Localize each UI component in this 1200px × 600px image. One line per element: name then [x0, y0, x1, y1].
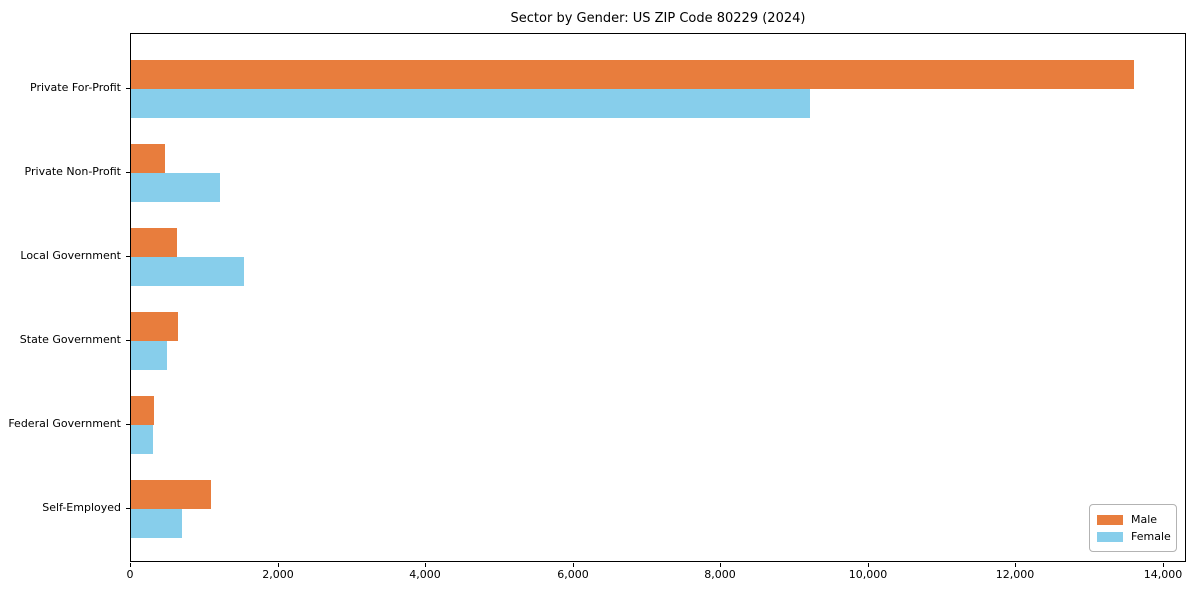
bar-female-self-employed	[131, 509, 182, 538]
y-tick-federal-government	[126, 424, 130, 425]
x-tick-0	[130, 563, 131, 567]
chart-title: Sector by Gender: US ZIP Code 80229 (202…	[510, 11, 806, 26]
bar-female-private-for-profit	[131, 89, 810, 118]
y-tick-private-for-profit	[126, 88, 130, 89]
y-label-federal-government: Federal Government	[8, 417, 121, 430]
x-label-12000: 12,000	[995, 568, 1035, 581]
x-tick-8000	[720, 563, 721, 567]
legend-swatch-female	[1097, 531, 1123, 542]
bar-male-state-government	[131, 312, 178, 341]
y-label-state-government: State Government	[19, 333, 121, 346]
legend-swatch-male	[1097, 514, 1123, 525]
bar-female-local-government	[131, 257, 244, 286]
bar-male-private-non-profit	[131, 144, 165, 173]
bar-male-self-employed	[131, 480, 211, 509]
y-label-private-for-profit: Private For-Profit	[30, 81, 121, 94]
y-label-private-non-profit: Private Non-Profit	[24, 165, 121, 178]
legend: Male Female	[1089, 504, 1177, 552]
x-label-8000: 8,000	[704, 568, 736, 581]
x-label-6000: 6,000	[557, 568, 589, 581]
bar-female-federal-government	[131, 425, 153, 454]
x-label-2000: 2,000	[262, 568, 294, 581]
y-tick-private-non-profit	[126, 172, 130, 173]
y-tick-state-government	[126, 340, 130, 341]
x-label-0: 0	[126, 568, 134, 581]
x-tick-4000	[425, 563, 426, 567]
legend-label-female: Female	[1131, 530, 1171, 543]
bar-female-private-non-profit	[131, 173, 220, 202]
bar-male-local-government	[131, 228, 177, 257]
y-label-local-government: Local Government	[20, 249, 121, 262]
y-tick-self-employed	[126, 508, 130, 509]
legend-label-male: Male	[1131, 513, 1158, 526]
bar-male-private-for-profit	[131, 60, 1134, 89]
y-tick-local-government	[126, 256, 130, 257]
bar-female-state-government	[131, 341, 167, 370]
x-tick-14000	[1163, 563, 1164, 567]
x-tick-2000	[278, 563, 279, 567]
legend-item-male: Male	[1097, 511, 1168, 528]
x-label-10000: 10,000	[848, 568, 888, 581]
x-label-14000: 14,000	[1143, 568, 1183, 581]
legend-item-female: Female	[1097, 528, 1171, 545]
bar-male-federal-government	[131, 396, 154, 425]
x-tick-12000	[1015, 563, 1016, 567]
x-tick-10000	[868, 563, 869, 567]
x-tick-6000	[573, 563, 574, 567]
y-label-self-employed: Self-Employed	[42, 501, 121, 514]
plot-area	[130, 33, 1186, 562]
x-label-4000: 4,000	[409, 568, 441, 581]
